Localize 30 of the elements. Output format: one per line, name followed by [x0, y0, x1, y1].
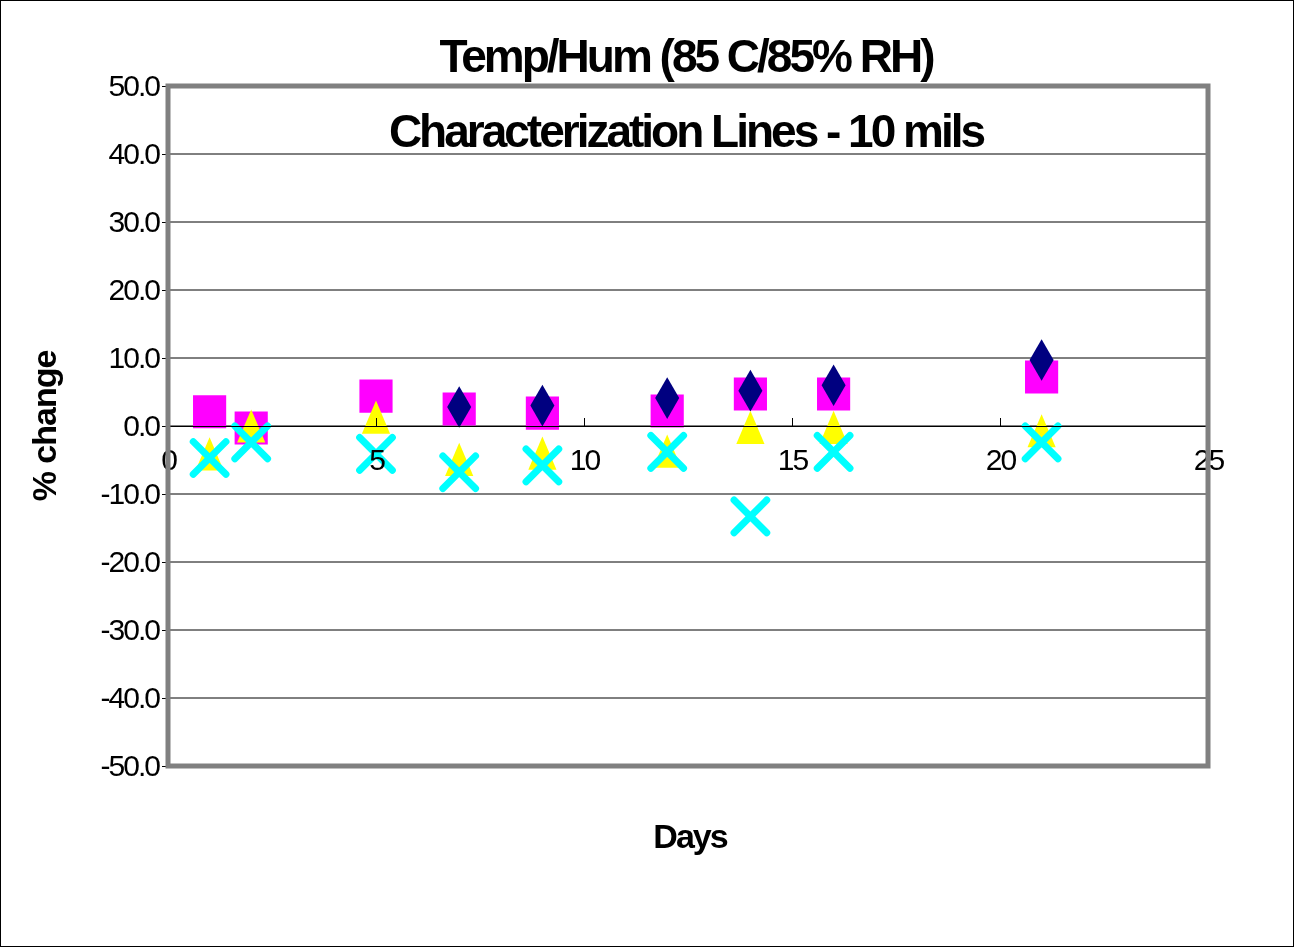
x-axis-title: Days: [653, 817, 728, 855]
y-tick-label: -20.0: [100, 545, 161, 579]
chart-subtitle: Characterization Lines - 10 mils: [388, 105, 985, 157]
point: [1021, 422, 1062, 463]
y-tick-label: 10.0: [108, 341, 161, 375]
chart-title: Temp/Hum (85 C/85% RH): [439, 30, 935, 82]
point: [730, 496, 771, 537]
y-tick-label: 0.0: [123, 409, 161, 443]
y-tick-label: -10.0: [100, 477, 161, 511]
y-tick-label: -30.0: [100, 613, 161, 647]
point: [361, 400, 391, 434]
y-tick-label: 40.0: [108, 137, 161, 171]
x-tick-label: 10: [569, 443, 601, 476]
point: [439, 452, 480, 493]
y-tick-label: 50.0: [108, 69, 161, 103]
point: [189, 438, 230, 478]
point: [647, 431, 688, 472]
point: [522, 445, 563, 486]
y-tick-label: 30.0: [108, 205, 161, 239]
point: [231, 422, 272, 463]
x-tick-label: 15: [777, 443, 809, 476]
point: [736, 410, 765, 444]
point: [813, 431, 854, 472]
y-tick-label: 20.0: [108, 273, 161, 307]
y-axis-title: % change: [25, 350, 63, 502]
y-tick-label: -50.0: [100, 749, 161, 783]
point: [359, 379, 393, 413]
y-tick-label: -40.0: [100, 681, 161, 715]
x-tick-label: 20: [985, 443, 1017, 476]
point: [193, 395, 227, 429]
